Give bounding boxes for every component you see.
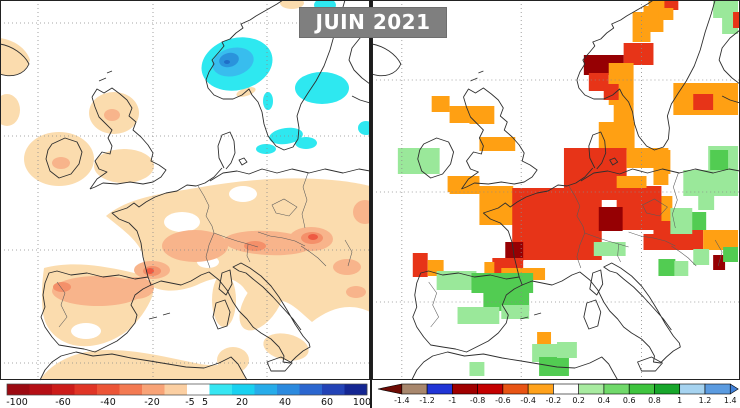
svg-text:1.4: 1.4 [724, 396, 737, 405]
country-borders [56, 172, 353, 328]
svg-text:40: 40 [279, 397, 291, 408]
svg-text:1.2: 1.2 [699, 396, 712, 405]
svg-text:-5: -5 [185, 397, 194, 408]
country-borders [428, 172, 723, 328]
svg-text:1: 1 [677, 396, 682, 405]
svg-text:100: 100 [353, 397, 370, 408]
svg-text:0.6: 0.6 [623, 396, 636, 405]
svg-text:60: 60 [321, 397, 333, 408]
left-colorbar: -100 -60 -40 -20 -5 5 20 40 60 100 [6, 383, 370, 408]
right-colorbar: -1.4 -1.2 -1 -0.8 -0.6 -0.4 -0.2 0.2 0.4 0.6 0.8 1 1… [377, 383, 739, 405]
svg-text:-1.2: -1.2 [419, 396, 435, 405]
svg-text:-0.6: -0.6 [495, 396, 511, 405]
svg-text:-100: -100 [6, 397, 28, 408]
svg-text:0.4: 0.4 [598, 396, 611, 405]
svg-text:0.8: 0.8 [648, 396, 661, 405]
svg-text:-0.4: -0.4 [520, 396, 536, 405]
svg-text:-0.8: -0.8 [470, 396, 486, 405]
precipitation-anomaly-map-panel: -100 -60 -40 -20 -5 5 20 40 60 100 [0, 0, 372, 408]
precipitation-anomaly-map: -100 -60 -40 -20 -5 5 20 40 60 100 [0, 0, 370, 408]
temperature-anomaly-map: -1.4 -1.2 -1 -0.8 -0.6 -0.4 -0.2 0.2 0.4 0.6 0.8 1 1… [372, 0, 740, 408]
svg-text:20: 20 [236, 397, 248, 408]
svg-text:-40: -40 [100, 397, 116, 408]
svg-text:-20: -20 [144, 397, 160, 408]
svg-text:-0.2: -0.2 [546, 396, 562, 405]
coastlines [372, 0, 740, 381]
svg-text:0.2: 0.2 [572, 396, 585, 405]
coastlines [0, 0, 370, 381]
svg-text:-1.4: -1.4 [394, 396, 410, 405]
temperature-anomaly-map-panel: -1.4 -1.2 -1 -0.8 -0.6 -0.4 -0.2 0.2 0.4 0.6 0.8 1 1… [372, 0, 740, 408]
svg-text:5: 5 [202, 397, 208, 408]
anomaly-field-contours [0, 0, 370, 380]
month-title-badge: JUIN 2021 [299, 7, 447, 38]
latlon-gridlines [372, 0, 740, 380]
svg-text:-60: -60 [55, 397, 71, 408]
svg-text:-1: -1 [448, 396, 456, 405]
